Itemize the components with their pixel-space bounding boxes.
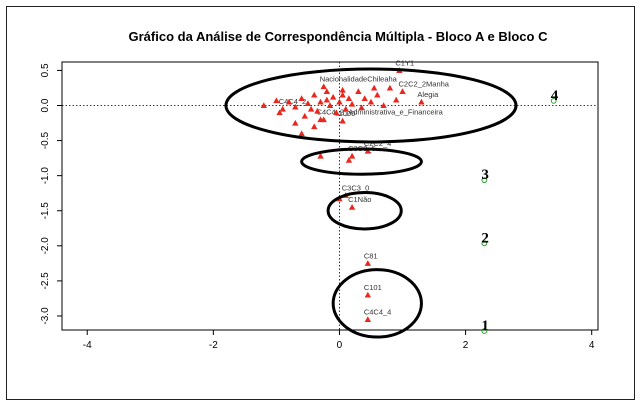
data-point [399, 88, 406, 95]
data-point [317, 152, 324, 159]
x-tick-label: 2 [463, 340, 469, 351]
data-point [285, 98, 293, 105]
axis-ticks: -4 -2 0 2 4 0.5 0.0 -0.5 -1.0 -1.5 -2.0 -2.5 -3.0 [40, 63, 595, 351]
data-point [380, 102, 387, 109]
data-point [317, 116, 324, 123]
cluster-marker [550, 97, 557, 104]
x-tick-label: 0 [337, 340, 343, 351]
cluster-marker [481, 328, 488, 334]
data-point [348, 100, 356, 107]
data-point [386, 84, 394, 91]
data-point [339, 91, 346, 98]
data-point [358, 104, 365, 111]
point-label: C4C4_4 [364, 307, 392, 316]
data-point [342, 105, 349, 112]
point-label: NacionalidadeChileaha [320, 75, 398, 84]
data-point [348, 204, 356, 210]
data-point [370, 84, 378, 91]
data-point [364, 260, 372, 266]
cluster-ellipse [224, 67, 518, 144]
point-label: C1Não [348, 195, 371, 204]
point-label: C81 [364, 251, 378, 260]
y-tick-label: 0.0 [40, 98, 51, 112]
chart-title: Gráfico da Análise de Correspondência Mú… [129, 29, 549, 44]
data-point [326, 102, 334, 109]
point-label: C1Y1 [395, 58, 414, 67]
data-point [314, 107, 321, 114]
x-tick-label: 4 [589, 340, 595, 351]
data-points [260, 67, 425, 323]
cluster-number-label: 3 [481, 167, 489, 183]
data-point [279, 105, 286, 112]
y-tick-label: -1.0 [40, 167, 51, 185]
cluster-number-label: 2 [481, 230, 489, 246]
point-label: C3C3_0 [342, 183, 370, 192]
data-point [323, 88, 331, 95]
cluster-number-label: 4 [551, 88, 559, 104]
data-point [298, 130, 305, 137]
y-tick-label: -2.0 [40, 237, 51, 255]
data-point [355, 88, 362, 95]
data-point [311, 123, 318, 130]
data-point [292, 119, 299, 126]
data-point [336, 98, 343, 105]
data-point [364, 316, 372, 323]
point-label: C2C2_4 [364, 139, 392, 148]
point-label: Alegia [417, 90, 439, 99]
data-point [333, 109, 340, 116]
reference-lines [62, 62, 598, 330]
data-point [276, 109, 283, 116]
data-point [339, 117, 346, 124]
point-label: 1000 [339, 109, 356, 118]
data-point [345, 95, 353, 102]
data-point [393, 96, 400, 103]
data-point [320, 83, 327, 90]
y-tick-label: -3.0 [40, 307, 51, 325]
data-point [339, 86, 346, 93]
figure-frame [6, 6, 635, 400]
point-label: C2C2_2Manha [399, 79, 450, 88]
cluster-marker [481, 177, 488, 184]
data-point [348, 152, 356, 159]
data-point [317, 98, 324, 105]
data-point [364, 147, 372, 154]
cluster-ellipse [326, 190, 403, 231]
cluster-ellipses: 4 3 2 1 [224, 67, 559, 339]
data-point [361, 95, 368, 102]
data-point [367, 98, 375, 105]
x-tick-label: -2 [209, 340, 218, 351]
cluster-number-label: 1 [481, 318, 489, 334]
data-point [345, 157, 353, 163]
data-point [301, 112, 308, 119]
data-point [364, 291, 372, 298]
x-tick-label: -4 [83, 340, 92, 351]
data-point [298, 95, 305, 102]
data-point [374, 91, 381, 98]
y-tick-label: -2.5 [40, 272, 51, 290]
point-label: C4C4_2_Administrativa_e_Financeira [317, 108, 444, 117]
data-point [260, 102, 267, 109]
data-point [311, 91, 318, 98]
y-tick-label: 0.5 [40, 63, 51, 77]
data-point [304, 100, 312, 106]
plot-area [61, 61, 599, 331]
y-tick-label: -0.5 [40, 132, 51, 150]
y-tick-label: -1.5 [40, 202, 51, 220]
point-label: C4C4_2 [279, 97, 307, 106]
data-point [307, 105, 315, 112]
cluster-ellipse [300, 147, 423, 176]
cluster-marker [481, 240, 488, 247]
point-label: C101 [364, 283, 382, 292]
data-point [323, 96, 331, 103]
cluster-ellipse [331, 268, 423, 339]
data-point [418, 98, 425, 105]
data-point [273, 97, 280, 104]
data-point [329, 93, 337, 100]
data-point [292, 103, 299, 110]
